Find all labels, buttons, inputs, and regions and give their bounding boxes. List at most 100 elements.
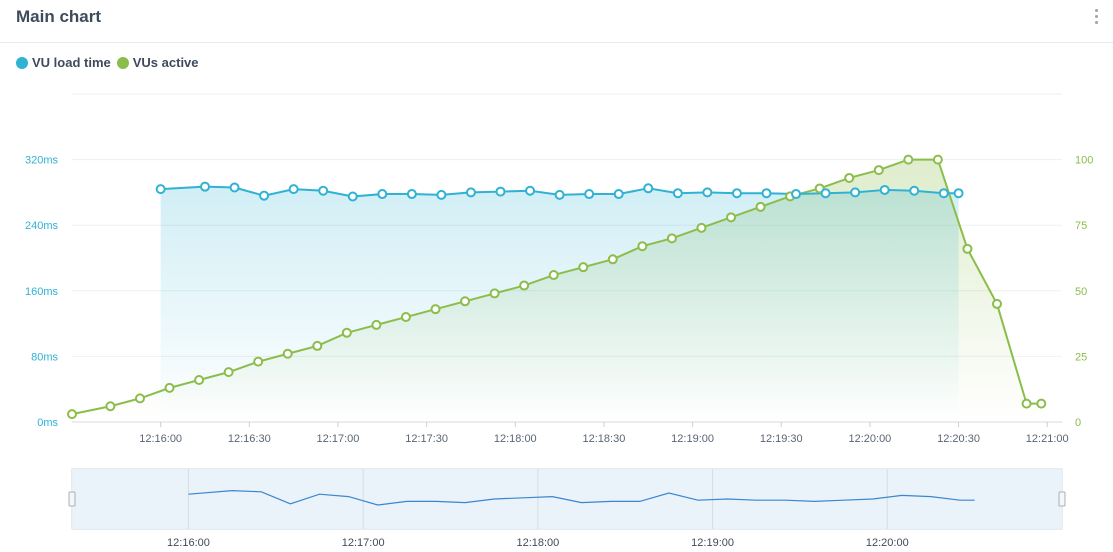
vus-active-point: [519, 280, 530, 291]
vus-active-point: [134, 393, 145, 404]
vus-active-point: [932, 154, 943, 165]
x-tick-label: 12:18:00: [494, 433, 537, 445]
plot-area: [67, 154, 1047, 422]
load-time-point: [318, 185, 329, 196]
x-tick-label: 12:17:30: [405, 433, 448, 445]
vus-active-point: [873, 165, 884, 176]
vus-active-point: [666, 233, 677, 244]
legend-item-vus-active[interactable]: VUs active: [116, 55, 199, 70]
y-right-tick-label: 50: [1075, 286, 1087, 298]
legend-swatch-load-time: [16, 56, 28, 69]
vus-active-point: [726, 212, 737, 223]
navigator-tick-label: 12:16:00: [167, 537, 210, 549]
vus-active-point: [105, 401, 116, 412]
load-time-point: [879, 184, 890, 195]
x-tick-label: 12:21:00: [1026, 433, 1069, 445]
y-axis-right: 0 25 50 75 100: [1075, 155, 1093, 429]
x-tick-label: 12:20:30: [937, 433, 980, 445]
navigator-line: [188, 489, 975, 506]
load-time-point: [909, 185, 920, 196]
navigator-handle-left[interactable]: [68, 491, 76, 507]
vus-active-point: [312, 340, 323, 351]
load-time-point: [406, 189, 417, 200]
y-right-tick-label: 25: [1075, 351, 1087, 363]
legend-label-vus-active: VUs active: [132, 55, 199, 70]
vus-active-point: [341, 327, 352, 338]
navigator-tick-label: 12:17:00: [342, 537, 385, 549]
y-right-tick-label: 100: [1075, 155, 1093, 167]
legend-label-load-time: VU load time: [32, 55, 111, 70]
x-tick-label: 12:16:00: [139, 433, 182, 445]
chart-title: Main chart: [16, 7, 102, 26]
y-right-tick-label: 0: [1075, 417, 1081, 429]
load-time-point: [953, 188, 964, 199]
vus-active-point: [194, 375, 205, 386]
load-time-point: [554, 189, 565, 200]
vus-active-point: [253, 356, 264, 367]
load-time-point: [791, 189, 802, 200]
load-time-point: [199, 181, 210, 192]
x-tick-label: 12:19:00: [671, 433, 714, 445]
vus-active-point: [578, 262, 589, 273]
vus-active-point: [67, 409, 77, 420]
load-time-point: [731, 188, 742, 199]
y-left-tick-label: 80ms: [31, 351, 58, 363]
load-time-point: [938, 188, 949, 199]
x-tick-label: 12:16:30: [228, 433, 271, 445]
vus-active-point: [637, 241, 648, 252]
load-time-point: [584, 189, 595, 200]
vus-active-point: [460, 296, 471, 307]
legend-swatch-vus-active: [116, 56, 129, 69]
vus-active-point: [489, 288, 500, 299]
load-time-line: [160, 185, 959, 198]
vus-active-point: [1036, 398, 1047, 409]
vus-active-line: [71, 158, 1042, 416]
vus-active-point: [371, 319, 382, 330]
load-time-point: [436, 189, 447, 200]
kebab-menu-icon[interactable]: [1089, 6, 1103, 30]
vus-active-point: [962, 243, 973, 254]
x-tick-label: 12:20:00: [848, 433, 891, 445]
load-time-point: [495, 186, 506, 197]
load-time-point: [525, 185, 536, 196]
navigator: 12:16:00 12:17:00 12:18:00 12:19:00 12:20:00: [68, 468, 1066, 549]
y-left-tick-label: 160ms: [25, 286, 59, 298]
navigator-tick-label: 12:20:00: [866, 537, 909, 549]
x-axis: 12:16:00 12:16:30 12:17:00 12:17:30 12:18:00…: [139, 422, 1069, 445]
vus-active-point: [400, 312, 411, 323]
load-time-point: [155, 184, 166, 195]
vus-active-point: [903, 154, 914, 165]
vus-active-point: [991, 298, 1002, 309]
x-tick-label: 12:17:00: [317, 433, 360, 445]
navigator-handle-right[interactable]: [1058, 491, 1066, 507]
x-tick-label: 12:19:30: [760, 433, 803, 445]
vus-active-point: [607, 254, 618, 265]
load-time-point: [377, 189, 388, 200]
vus-active-point: [223, 367, 234, 378]
vus-active-point: [1021, 398, 1032, 409]
vus-active-point: [430, 304, 441, 315]
y-left-tick-label: 0ms: [37, 417, 58, 429]
vus-active-point: [696, 222, 707, 233]
y-axis-left: 0ms 80ms 160ms 240ms 320ms: [25, 155, 59, 429]
navigator-tick-label: 12:18:00: [516, 537, 559, 549]
navigator-tick-label: 12:19:00: [691, 537, 734, 549]
load-time-point: [850, 187, 861, 198]
load-time-point: [229, 182, 240, 193]
load-time-point: [672, 188, 683, 199]
y-left-tick-label: 320ms: [25, 155, 59, 167]
load-time-point: [643, 183, 654, 194]
load-time-point: [465, 187, 476, 198]
x-tick-label: 12:18:30: [583, 433, 626, 445]
y-left-tick-label: 240ms: [25, 220, 59, 232]
vus-active-point: [844, 172, 855, 183]
vus-active-point: [164, 382, 175, 393]
vus-active-point: [755, 201, 766, 212]
load-time-point: [702, 187, 713, 198]
vus-active-point: [282, 348, 293, 359]
load-time-point: [347, 191, 358, 202]
legend-item-load-time[interactable]: VU load time: [16, 55, 111, 70]
load-time-point: [761, 188, 772, 199]
legend: VU load time VUs active: [16, 55, 199, 70]
